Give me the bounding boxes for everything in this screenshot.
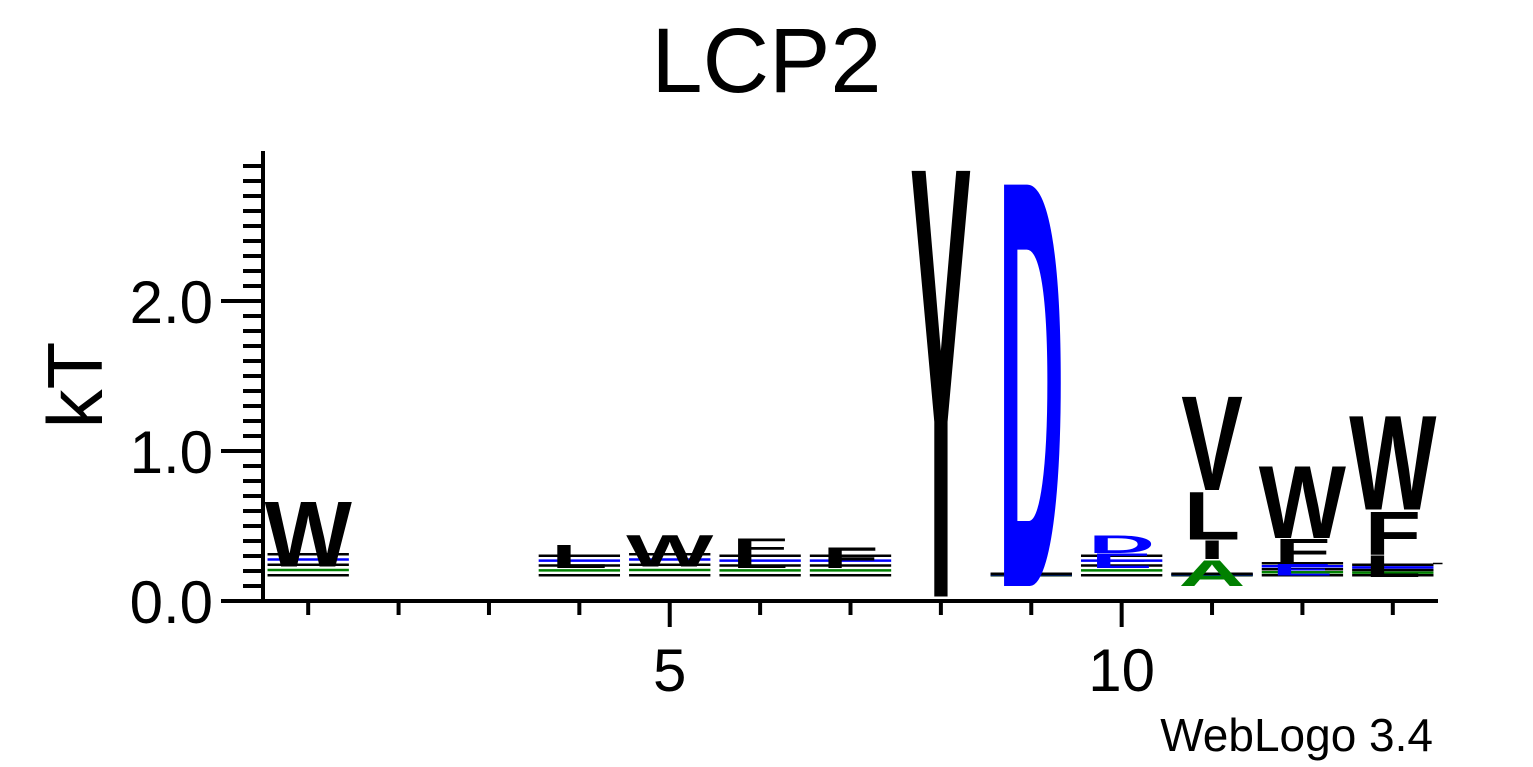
logo-letter: L [732,553,788,572]
minor-letter-band [1261,568,1344,571]
logo-letter-glyph: W [1259,444,1346,560]
minor-letter-band [629,563,711,566]
axes: 0.0 1.0 2.0 5 10 [130,151,1438,704]
minor-letter-band [1352,563,1434,566]
logo-letter-glyph: D [998,59,1065,710]
logo-letter-glyph: E [1091,549,1153,572]
x-tick-label: 5 [653,637,686,704]
minor-letter-band [719,554,801,557]
logo-letter-glyph: F [1365,498,1421,568]
minor-letter-band [538,554,621,557]
minor-letter-band [1080,564,1163,567]
chart-title: LCP2 [651,10,882,112]
logo-letter: E [1272,561,1334,580]
minor-letter-band [809,564,892,567]
logo-letter: A [1179,552,1246,594]
logo-letter: F [1274,532,1330,571]
minor-letter-band [267,553,349,556]
logo-letter-glyph: W [626,526,713,577]
logo-letter-glyph: L [551,538,607,575]
logo-letter-glyph: L [732,553,788,572]
logo-letter: F [732,534,788,562]
logo-letter: W [265,482,352,587]
logo-letter: D [1088,531,1155,559]
minor-letter-band [629,568,711,572]
minor-letter-band [719,564,801,567]
logo-letter-glyph: E [1272,561,1334,580]
minor-letter-band [1352,566,1434,569]
logo-letter: L [551,538,607,575]
logo-letter-glyph: Y [910,37,972,728]
minor-letter-band [629,574,711,577]
minor-letter-band [267,563,349,566]
y-tick-label: 0.0 [130,569,213,636]
logo-letter-glyph: L [1365,549,1421,584]
minor-letter-band [629,558,711,561]
minor-letter-band [809,574,892,577]
logo-letter: L [1184,478,1240,555]
logo-letter: L [1365,549,1421,584]
minor-letter-band [1080,574,1163,577]
minor-letter-band [1080,554,1163,557]
minor-letter-band [267,558,349,561]
y-tick-label: 2.0 [130,269,213,336]
logo-letter: V [1181,367,1243,519]
y-tick-label: 1.0 [130,419,213,486]
minor-letter-band [1352,571,1434,574]
logo-letter: F [822,542,878,575]
minor-letter-band [538,569,621,572]
logo-letter: D [998,59,1065,710]
logo-letter-glyph: I [1199,535,1225,565]
minor-letter-band [719,559,801,562]
minor-letter-band [809,554,892,557]
minor-letter-band [538,564,621,567]
logo-letter-glyph: F [732,534,788,562]
minor-letter-band [1261,565,1344,568]
logo-letter: I [1199,535,1225,565]
logo-letter: Y [910,37,972,728]
y-axis-label: kT [31,342,119,429]
logo-letter-glyph: W [265,482,352,587]
logo-letter: W [626,526,713,577]
minor-letter-band [1261,571,1344,574]
logo-letter: W [1349,387,1437,539]
logo-letter-glyph: F [1274,532,1330,571]
logo-letter-glyph: D [1088,531,1155,559]
minor-letter-band [538,574,621,577]
logo-letter-glyph: L [1184,478,1240,555]
x-tick-label: 10 [1088,637,1155,704]
minor-letter-band [809,559,892,562]
minor-letter-band [629,553,711,556]
minor-letter-band [1352,568,1434,572]
minor-letter-band [1261,574,1344,577]
minor-letter-band [1080,559,1163,562]
minor-letter-band [1352,574,1434,577]
minor-letter-band [267,568,349,572]
logo-letter-glyph: V [1181,367,1243,519]
logo-letter: W [1259,444,1346,560]
minor-letter-band [1261,562,1344,565]
weblogo-credit: WebLogo 3.4 [1160,709,1433,761]
logo-letter-glyph: F [822,542,878,575]
minor-letter-band [267,574,349,577]
logo-letter-glyph: A [1179,552,1246,594]
minor-letter-band [538,559,621,562]
minor-letter-band [719,569,801,572]
minor-letter-band [1080,569,1163,572]
minor-letter-band [990,572,1072,575]
minor-letter-band [719,574,801,577]
logo-letter: F [1365,498,1421,568]
logo-letter-glyph: W [1349,387,1437,539]
minor-letter-band [809,569,892,572]
logo-letter: E [1091,549,1153,572]
minor-letter-band [1171,572,1253,575]
